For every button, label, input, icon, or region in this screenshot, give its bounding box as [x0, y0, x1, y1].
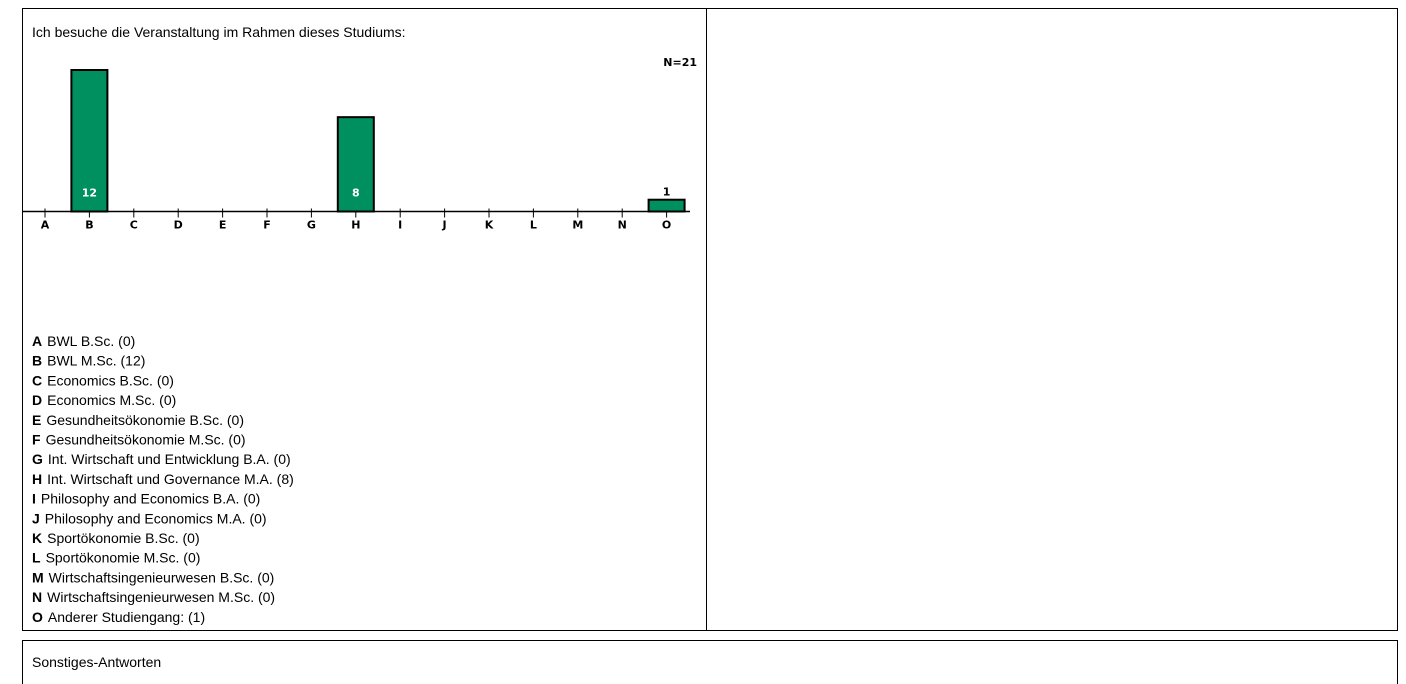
legend-key: J [32, 510, 40, 526]
x-tick-label: F [263, 219, 271, 232]
legend-label: Anderer Studiengang: (1) [48, 609, 205, 625]
x-tick-label: I [398, 219, 402, 232]
data-label: 12 [82, 187, 97, 200]
legend-key: I [32, 491, 36, 507]
legend-entry: E Gesundheitsökonomie B.Sc. (0) [32, 412, 244, 428]
x-tick-label: C [130, 219, 138, 232]
legend-entry: L Sportökonomie M.Sc. (0) [32, 550, 200, 566]
x-tick-label: E [219, 219, 227, 232]
x-tick-label: B [85, 219, 93, 232]
legend-key: H [32, 471, 42, 487]
legend-key: A [32, 333, 42, 349]
bar [70, 69, 109, 213]
x-tick-label: H [351, 219, 360, 232]
x-tick-label: N [618, 219, 627, 232]
legend-entry: M Wirtschaftsingenieurwesen B.Sc. (0) [32, 569, 274, 585]
data-label: 1 [663, 186, 671, 199]
other-title: Sonstiges-Antworten [32, 654, 161, 670]
panel-frame [22, 8, 1398, 631]
legend-key: N [32, 589, 42, 605]
legend-entry: C Economics B.Sc. (0) [32, 372, 174, 388]
legend-entry: N Wirtschaftsingenieurwesen M.Sc. (0) [32, 589, 275, 605]
legend-label: Gesundheitsökonomie M.Sc. (0) [46, 432, 246, 448]
legend-key: E [32, 412, 41, 428]
legend-label: BWL B.Sc. (0) [47, 333, 135, 349]
legend-entry: K Sportökonomie B.Sc. (0) [32, 530, 200, 546]
legend-label: BWL M.Sc. (12) [47, 353, 145, 369]
x-tick-label: J [442, 219, 447, 232]
legend-key: D [32, 392, 42, 408]
legend-label: Sportökonomie B.Sc. (0) [47, 530, 200, 546]
x-tick-label: D [174, 219, 183, 232]
legend-label: Gesundheitsökonomie B.Sc. (0) [46, 412, 244, 428]
x-tick-label: O [662, 219, 671, 232]
legend-label: Economics M.Sc. (0) [47, 392, 176, 408]
x-tick-label: K [485, 219, 494, 232]
legend-label: Int. Wirtschaft und Governance M.A. (8) [47, 471, 294, 487]
legend-key: G [32, 451, 43, 467]
legend-key: C [32, 372, 42, 388]
bar [647, 198, 686, 213]
legend-entry: F Gesundheitsökonomie M.Sc. (0) [32, 432, 246, 448]
legend-entry: D Economics M.Sc. (0) [32, 392, 176, 408]
x-tick-label: L [530, 219, 537, 232]
legend-label: Sportökonomie M.Sc. (0) [46, 550, 201, 566]
legend-label: Philosophy and Economics B.A. (0) [41, 491, 260, 507]
legend-key: F [32, 432, 41, 448]
legend-entry: A BWL B.Sc. (0) [32, 333, 135, 349]
legend-entry: G Int. Wirtschaft und Entwicklung B.A. (0… [32, 451, 291, 467]
chart-title: Ich besuche die Veranstaltung im Rahmen … [32, 24, 406, 40]
legend-key: B [32, 353, 42, 369]
bar [336, 116, 375, 213]
other-frame [22, 640, 1398, 684]
legend-key: K [32, 530, 42, 546]
data-label: 8 [352, 187, 360, 200]
legend-entry: I Philosophy and Economics B.A. (0) [32, 491, 260, 507]
legend-label: Wirtschaftsingenieurwesen M.Sc. (0) [47, 589, 275, 605]
legend-entry: H Int. Wirtschaft und Governance M.A. (8) [32, 471, 294, 487]
x-tick-label: G [307, 219, 316, 232]
x-tick-label: M [572, 219, 583, 232]
legend-entry: O Anderer Studiengang: (1) [32, 609, 205, 625]
legend-label: Economics B.Sc. (0) [47, 372, 174, 388]
n-label: N=21 [663, 56, 697, 69]
x-tick-label: A [41, 219, 50, 232]
legend-label: Wirtschaftsingenieurwesen B.Sc. (0) [49, 569, 275, 585]
legend-label: Philosophy and Economics M.A. (0) [45, 510, 267, 526]
legend-entry: B BWL M.Sc. (12) [32, 353, 145, 369]
legend-key: L [32, 550, 41, 566]
legend-label: Int. Wirtschaft und Entwicklung B.A. (0) [48, 451, 291, 467]
legend-key: M [32, 569, 44, 585]
legend-entry: J Philosophy and Economics M.A. (0) [32, 510, 267, 526]
legend-key: O [32, 609, 43, 625]
